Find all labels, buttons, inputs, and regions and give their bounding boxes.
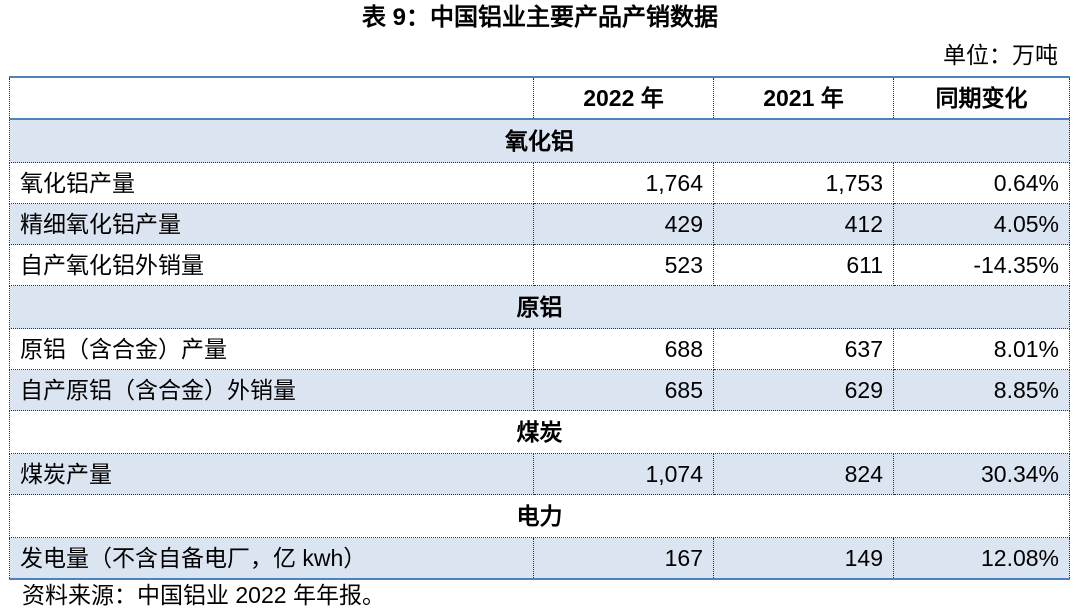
section-title: 煤炭 [9, 410, 1070, 454]
cell-change: -14.35% [893, 244, 1070, 286]
table-row: 发电量（不含自备电厂，亿 kwh） 167 149 12.08% [9, 537, 1070, 580]
data-table: 2022 年 2021 年同期变化 氧化铝 氧化铝产量 1,764 1,753 0.64% 精… [9, 76, 1070, 580]
header-row: 2022 年 2021 年同期变化 [9, 76, 1070, 120]
section-title: 氧化铝 [9, 118, 1070, 163]
section-row: 电力 [9, 494, 1070, 538]
table-row: 自产氧化铝外销量 523 611 -14.35% [9, 244, 1070, 286]
table-row: 煤炭产量 1,074 824 30.34% [9, 453, 1070, 495]
section-row: 氧化铝 [9, 118, 1070, 163]
cell-value-2021: 412 [713, 203, 894, 245]
cell-change: 30.34% [893, 453, 1070, 495]
cell-label: 精细氧化铝产量 [9, 203, 534, 245]
cell-value-2021: 611 [713, 244, 894, 286]
table-row: 氧化铝产量 1,764 1,753 0.64% [9, 162, 1070, 204]
section-row: 原铝 [9, 285, 1070, 329]
cell-change: 12.08% [893, 537, 1070, 580]
cell-value-2022: 685 [533, 369, 714, 411]
cell-label: 发电量（不含自备电厂，亿 kwh） [9, 537, 534, 580]
cell-label: 煤炭产量 [9, 453, 534, 495]
cell-value-2021: 149 [713, 537, 894, 580]
cell-value-2022: 523 [533, 244, 714, 286]
cell-label: 原铝（含合金）产量 [9, 328, 534, 370]
table-row: 自产原铝（含合金）外销量 685 629 8.85% [9, 369, 1070, 411]
section-title: 电力 [9, 494, 1070, 538]
table-row: 精细氧化铝产量 429 412 4.05% [9, 203, 1070, 245]
header-2021: 2021 年 [713, 76, 894, 120]
header-label [9, 76, 534, 120]
cell-value-2021: 824 [713, 453, 894, 495]
cell-label: 自产原铝（含合金）外销量 [9, 369, 534, 411]
cell-value-2021: 629 [713, 369, 894, 411]
cell-change: 8.85% [893, 369, 1070, 411]
section-row: 煤炭 [9, 410, 1070, 454]
header-change: 同期变化 [893, 76, 1070, 120]
cell-label: 氧化铝产量 [9, 162, 534, 204]
source-note: 资料来源：中国铝业 2022 年年报。 [22, 582, 385, 608]
unit-label: 单位：万吨 [943, 42, 1058, 68]
cell-change: 8.01% [893, 328, 1070, 370]
cell-value-2022: 688 [533, 328, 714, 370]
cell-change: 0.64% [893, 162, 1070, 204]
section-title: 原铝 [9, 285, 1070, 329]
cell-value-2021: 1,753 [713, 162, 894, 204]
cell-value-2021: 637 [713, 328, 894, 370]
cell-value-2022: 167 [533, 537, 714, 580]
cell-value-2022: 429 [533, 203, 714, 245]
cell-value-2022: 1,764 [533, 162, 714, 204]
cell-change: 4.05% [893, 203, 1070, 245]
header-2022: 2022 年 [533, 76, 714, 120]
table-row: 原铝（含合金）产量 688 637 8.01% [9, 328, 1070, 370]
table-title: 表 9：中国铝业主要产品产销数据 [361, 4, 718, 31]
cell-label: 自产氧化铝外销量 [9, 244, 534, 286]
cell-value-2022: 1,074 [533, 453, 714, 495]
